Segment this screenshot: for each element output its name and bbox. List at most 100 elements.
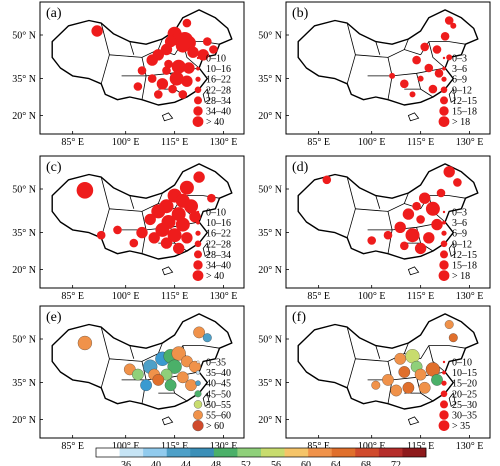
lat-label: 20° N xyxy=(258,415,282,426)
legend-label: 34–40 xyxy=(206,107,231,118)
station-marker xyxy=(171,207,186,222)
lon-label: 115° E xyxy=(407,137,434,148)
province-border xyxy=(346,326,356,388)
legend-symbol xyxy=(440,240,448,248)
province-border xyxy=(157,192,163,204)
colorbar-segment xyxy=(190,448,215,457)
lon-label: 115° E xyxy=(161,441,188,452)
colorbar-segment xyxy=(355,448,380,457)
station-marker xyxy=(77,335,93,351)
legend-label: > 35 xyxy=(452,421,470,432)
station-marker xyxy=(178,90,188,99)
station-marker xyxy=(448,333,458,343)
station-marker xyxy=(202,333,212,343)
station-marker xyxy=(173,242,185,255)
station-marker xyxy=(160,237,173,249)
legend-label: 3–6 xyxy=(452,64,467,75)
province-border xyxy=(346,176,356,238)
island-outline xyxy=(448,392,456,407)
station-marker xyxy=(171,346,186,361)
colorbar-tick-label: 44 xyxy=(181,460,191,466)
island-outline xyxy=(161,112,174,122)
lon-label: 115° E xyxy=(161,137,188,148)
station-marker xyxy=(390,384,403,397)
station-marker xyxy=(444,320,454,329)
lon-label: 85° E xyxy=(307,291,330,302)
legend-label: 6–9 xyxy=(452,229,467,240)
lon-label: 130° E xyxy=(210,291,238,302)
panel-label: (f) xyxy=(292,310,306,325)
legend-label: 28–34 xyxy=(206,96,231,107)
legend-label: 28–34 xyxy=(206,250,231,261)
province-border xyxy=(403,38,409,50)
legend-label: 50–55 xyxy=(206,400,231,411)
legend-symbol xyxy=(196,210,200,214)
station-marker xyxy=(414,368,427,381)
station-marker xyxy=(144,213,156,226)
station-marker xyxy=(419,192,431,204)
station-marker xyxy=(394,221,406,233)
lon-label: 85° E xyxy=(307,137,330,148)
island-outline xyxy=(161,266,174,276)
lon-label: 100° E xyxy=(358,441,386,452)
colorbar: 36 40 44 48 52 56 60 64 68 72 xyxy=(95,447,427,466)
station-marker xyxy=(154,90,163,99)
station-marker xyxy=(167,359,182,374)
legend-label: 0–35 xyxy=(206,358,226,369)
station-marker xyxy=(412,201,421,211)
legend-symbol xyxy=(442,220,446,225)
station-marker xyxy=(197,49,209,61)
lat-label: 20° N xyxy=(12,415,36,426)
lon-label: 115° E xyxy=(407,441,434,452)
legend-label: 15–20 xyxy=(452,379,477,390)
colorbar-segment xyxy=(261,448,285,457)
lon-label: 130° E xyxy=(456,137,484,148)
panel-label: (a) xyxy=(46,6,62,21)
legend-symbol xyxy=(438,270,450,281)
station-marker xyxy=(132,368,144,381)
lat-label: 35° N xyxy=(12,228,36,239)
station-marker xyxy=(207,193,216,203)
province-border xyxy=(403,192,409,204)
station-marker xyxy=(402,381,415,394)
station-marker xyxy=(193,171,205,183)
station-marker xyxy=(167,228,182,243)
island-outline xyxy=(202,242,210,257)
legend-symbol xyxy=(442,56,446,60)
legend-symbol xyxy=(194,390,202,398)
legend-label: 0–10 xyxy=(206,54,226,65)
lat-label: 20° N xyxy=(258,111,282,122)
colorbar-tick-label: 60 xyxy=(301,460,311,466)
legend-symbol xyxy=(196,360,200,364)
station-marker xyxy=(160,43,173,56)
station-marker xyxy=(394,352,407,365)
legend-label: 10–16 xyxy=(206,64,231,75)
station-marker xyxy=(187,46,199,58)
island-outline xyxy=(407,416,420,426)
station-marker xyxy=(136,226,148,239)
station-marker xyxy=(431,374,443,386)
station-marker xyxy=(96,230,106,240)
station-marker xyxy=(405,228,420,243)
station-marker xyxy=(168,84,177,94)
lon-label: 115° E xyxy=(161,291,188,302)
station-marker xyxy=(175,38,190,53)
colorbar-segment xyxy=(284,448,309,457)
station-marker xyxy=(137,66,147,75)
station-marker xyxy=(140,379,152,392)
station-marker xyxy=(440,32,450,41)
legend-label: 40–45 xyxy=(206,379,231,390)
colorbar-segment xyxy=(378,448,403,457)
legend-symbol xyxy=(439,106,449,116)
legend-label: 12–15 xyxy=(452,96,477,107)
station-marker xyxy=(412,55,421,65)
station-marker xyxy=(367,236,376,245)
legend-label: 30–35 xyxy=(452,411,477,422)
station-marker xyxy=(91,25,103,37)
lon-label: 85° E xyxy=(61,441,84,452)
colorbar-segment xyxy=(119,448,144,457)
